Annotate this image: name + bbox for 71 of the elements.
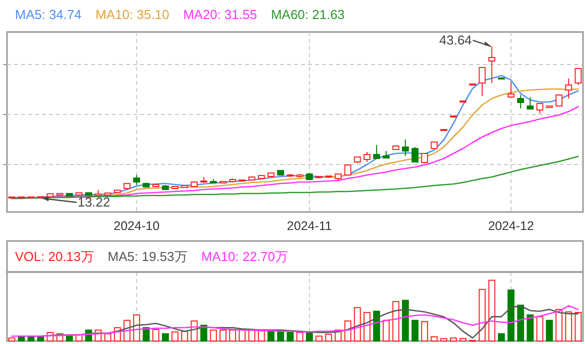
text: MA20: 31.55: [183, 7, 257, 22]
text: VOL: 20.13万: [15, 249, 94, 264]
bar: [344, 320, 352, 342]
bar: [508, 289, 514, 342]
bar: [460, 338, 466, 342]
candlestick: [402, 139, 409, 156]
bar: [162, 333, 169, 342]
bar: [478, 288, 486, 342]
text: MA10: 22.70万: [201, 249, 288, 264]
bar: [142, 327, 150, 342]
bar: [517, 304, 524, 342]
bar: [450, 337, 457, 342]
bar: [8, 337, 16, 342]
candlestick: [373, 144, 380, 160]
candlestick: [536, 102, 544, 114]
bar: [200, 324, 208, 342]
candlestick: [565, 78, 572, 99]
bar: [286, 332, 294, 342]
bar: [556, 308, 562, 342]
candlestick: [488, 46, 496, 84]
candlestick: [412, 146, 418, 162]
annotation: 13.22: [78, 194, 110, 210]
bar: [133, 314, 140, 342]
bar: [152, 328, 160, 342]
candlestick: [421, 152, 428, 164]
bar: [277, 330, 284, 342]
bar: [210, 330, 217, 342]
bar: [238, 328, 246, 342]
bar: [430, 336, 438, 342]
bar: [421, 321, 428, 342]
bar: [412, 320, 418, 342]
bar: [526, 314, 534, 342]
bar: [104, 333, 112, 342]
bar: [296, 332, 304, 342]
bar: [402, 300, 409, 342]
bar: [181, 330, 188, 342]
x-tick-label: 2024-11: [286, 219, 332, 233]
text: MA5: 34.74: [15, 7, 82, 22]
bar: [364, 312, 370, 342]
bar: [382, 320, 390, 342]
bar: [172, 331, 178, 342]
bar: [574, 312, 582, 342]
x-tick-label: 2024-12: [488, 219, 534, 233]
bar: [66, 336, 73, 342]
bar: [498, 333, 505, 342]
text: MA60: 21.63: [270, 7, 345, 22]
bar: [546, 320, 553, 342]
candlestick: [478, 66, 486, 96]
bar: [536, 316, 544, 342]
bar: [565, 311, 572, 342]
bar: [248, 330, 256, 342]
text: MA5: 19.53万: [108, 249, 188, 264]
bar: [325, 334, 332, 342]
annotation: 43.64: [439, 32, 472, 48]
bar: [306, 331, 313, 342]
bar: [488, 280, 496, 342]
bar: [220, 330, 226, 342]
bar: [354, 307, 361, 342]
candlestick: [526, 96, 534, 110]
candlestick: [364, 152, 370, 162]
text: MA10: 35.10: [96, 7, 170, 22]
bar: [373, 310, 380, 342]
x-tick-label: 2024-10: [114, 219, 160, 233]
bar: [316, 336, 322, 342]
candlestick: [133, 174, 140, 186]
candlestick: [517, 94, 524, 109]
candlestick: [508, 82, 514, 98]
bar: [392, 301, 400, 342]
candlestick: [574, 68, 582, 86]
bar: [440, 338, 448, 342]
bar: [229, 330, 236, 342]
